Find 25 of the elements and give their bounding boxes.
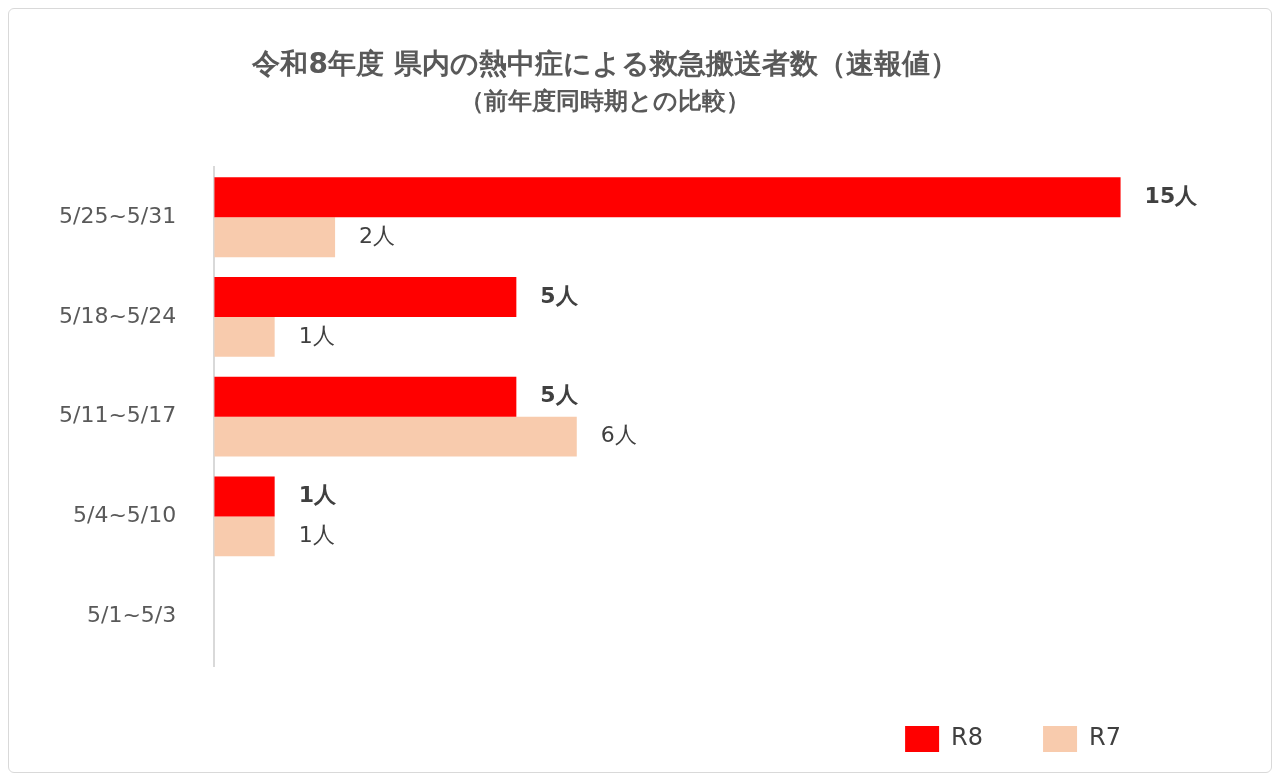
data-label: 5人 — [540, 282, 579, 308]
data-label: 1人 — [298, 482, 337, 508]
data-label: 1人 — [298, 522, 335, 548]
data-label: 15人 — [1144, 183, 1199, 209]
bar — [214, 177, 1121, 218]
data-label: 5人 — [540, 382, 579, 408]
legend-label: R7 — [1089, 723, 1122, 752]
bar — [214, 476, 275, 517]
y-tick-label: 5/1~5/3 — [86, 601, 177, 627]
data-label: 1人 — [298, 322, 335, 348]
bar — [214, 376, 517, 417]
y-tick-label: 5/18~5/24 — [58, 302, 177, 328]
bar — [214, 217, 336, 258]
chart-title: 令和8年度 県内の熱中症による救急搬送者数（速報値） — [251, 47, 958, 81]
chart-subtitle: （前年度同時期との比較） — [460, 87, 750, 116]
bar — [214, 416, 577, 457]
legend-label: R8 — [951, 723, 984, 752]
y-tick-label: 5/25~5/31 — [58, 202, 177, 228]
y-tick-label: 5/4~5/10 — [72, 502, 177, 528]
bar — [214, 516, 275, 557]
y-tick-label: 5/11~5/17 — [58, 402, 177, 428]
bar — [214, 277, 517, 317]
data-label: 2人 — [359, 222, 396, 248]
bar — [214, 316, 275, 357]
data-label: 6人 — [600, 422, 637, 448]
